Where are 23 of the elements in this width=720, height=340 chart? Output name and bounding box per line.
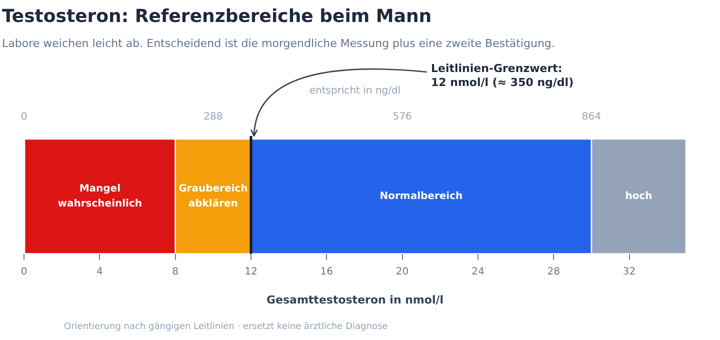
x-tick-label: 16 bbox=[320, 266, 333, 278]
chart-title: Testosteron: Referenzbereiche beim Mann bbox=[2, 6, 432, 27]
x-tick-label: 4 bbox=[96, 266, 103, 278]
x-tick-label: 20 bbox=[396, 266, 409, 278]
chart-subtitle: Labore weichen leicht ab. Entscheidend ist die morgendliche Messung plus eine zweite Bestätigung. bbox=[2, 37, 555, 50]
series-label: Mangel wahrscheinlich bbox=[58, 183, 142, 210]
text: Orientierung nach gängigen Leitlinien · ersetzt keine ärztliche Diagnose bbox=[64, 322, 388, 332]
series-label: Normalbereich bbox=[380, 190, 463, 202]
x-tick-label: 28 bbox=[547, 266, 560, 278]
x-tick-label: 32 bbox=[622, 266, 636, 278]
x-axis-title: Gesamttestosteron in nmol/l bbox=[266, 293, 444, 306]
x2-tick-label: 288 bbox=[204, 112, 223, 123]
series-label: hoch bbox=[625, 190, 652, 202]
x-tick-label: 24 bbox=[472, 266, 484, 278]
x-tick-label: 0 bbox=[20, 266, 28, 278]
x-tick-label: 8 bbox=[172, 266, 178, 278]
ref-line-label: Leitlinien-Grenzwert: 12 nmol/l (≈ 350 ng/dl) bbox=[430, 62, 574, 89]
x2-axis-title: entspricht in ng/dl bbox=[309, 86, 401, 97]
x2-tick-label: 864 bbox=[582, 112, 601, 123]
series-label: Graubereich abklären bbox=[178, 183, 248, 210]
x2-tick-label: 576 bbox=[392, 112, 412, 123]
x2-tick-label: 0 bbox=[20, 112, 28, 123]
x-tick-label: 12 bbox=[244, 266, 258, 278]
